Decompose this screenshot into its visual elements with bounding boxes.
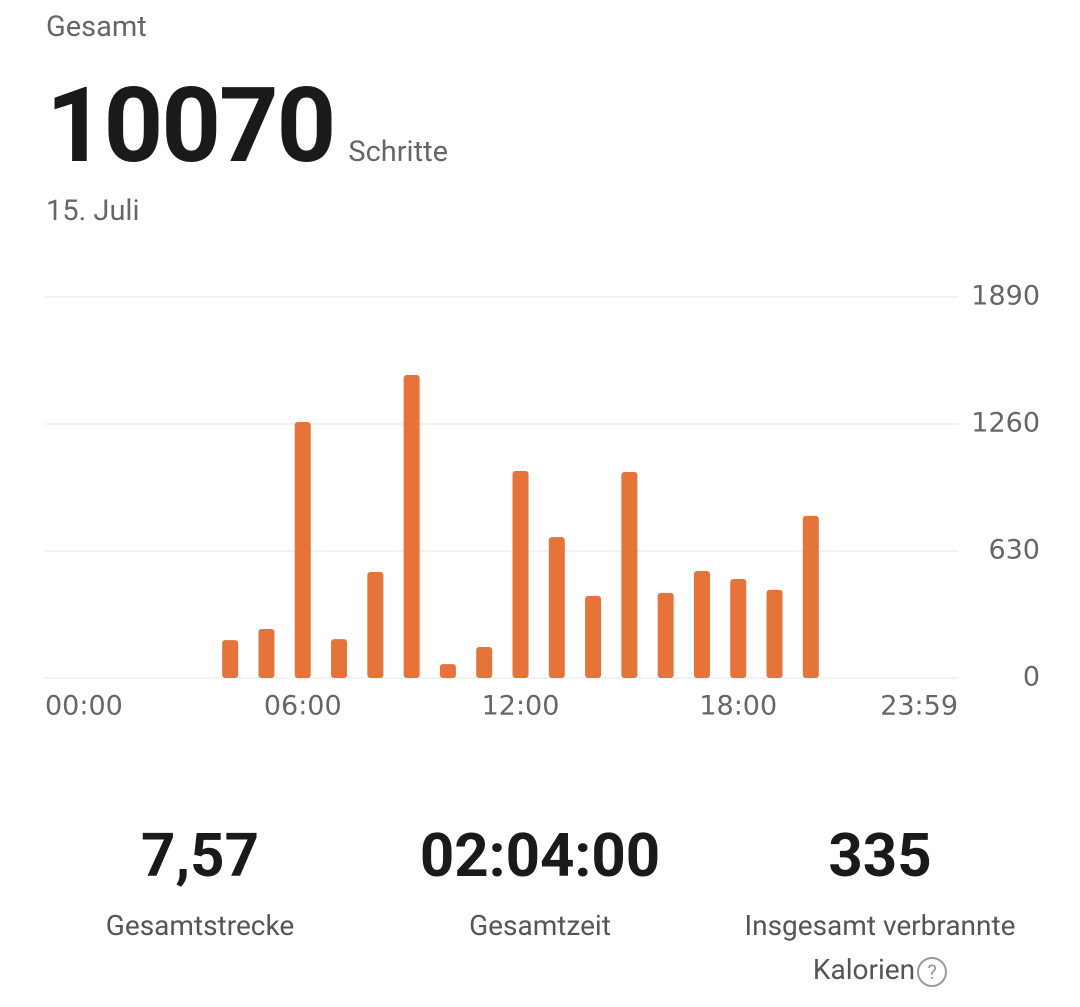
total-steps: 10070 (46, 66, 336, 187)
bar (693, 570, 710, 678)
bar (222, 640, 239, 678)
y-tick-label: 0 (1023, 662, 1040, 693)
bar (258, 629, 275, 678)
y-tick-label: 630 (988, 535, 1040, 566)
stat: 02:04:00 Gesamtzeit (360, 818, 720, 948)
x-tick-label: 06:00 (264, 691, 342, 722)
x-tick-label: 00:00 (45, 691, 123, 722)
stat-value: 02:04:00 (419, 820, 661, 891)
y-tick-label: 1260 (971, 408, 1040, 439)
stat-label: Gesamtstrecke (105, 909, 295, 942)
total-row: 10070 Schritte (46, 66, 448, 187)
x-tick-label: 12:00 (482, 691, 560, 722)
bar (621, 471, 638, 678)
bar (766, 589, 783, 678)
bar (476, 646, 493, 678)
stat-value: 335 (828, 820, 932, 891)
date: 15. Juli (46, 194, 140, 228)
bar (512, 470, 529, 678)
y-tick-label: 1890 (971, 281, 1040, 312)
stat-label: Gesamtzeit (469, 909, 611, 942)
stat-label: Insgesamt verbrannte Kalorien (744, 909, 1016, 986)
bar (802, 515, 819, 678)
x-tick-label: 23:59 (880, 691, 958, 722)
chart: 0 630 1260 1890 00:00 06:00 12:00 18:00 23:59 (45, 281, 1040, 722)
bar (367, 571, 384, 678)
help-icon[interactable]: ? (917, 956, 948, 987)
bar (439, 664, 456, 678)
bar (331, 639, 348, 678)
x-tick-label: 18:00 (699, 691, 777, 722)
stat-label-wrap: Insgesamt verbrannte Kalorien? (715, 904, 1045, 992)
bar (730, 579, 747, 678)
bar (657, 592, 674, 678)
bar (585, 595, 602, 678)
stat: 335 Insgesamt verbrannte Kalorien? (700, 818, 1060, 992)
bar (294, 421, 311, 678)
stat-value: 7,57 (140, 820, 260, 891)
bar (548, 537, 565, 678)
stat: 7,57 Gesamtstrecke (20, 818, 380, 948)
unit: Schritte (348, 135, 448, 169)
header-label: Gesamt (46, 10, 147, 44)
bar (403, 375, 420, 678)
